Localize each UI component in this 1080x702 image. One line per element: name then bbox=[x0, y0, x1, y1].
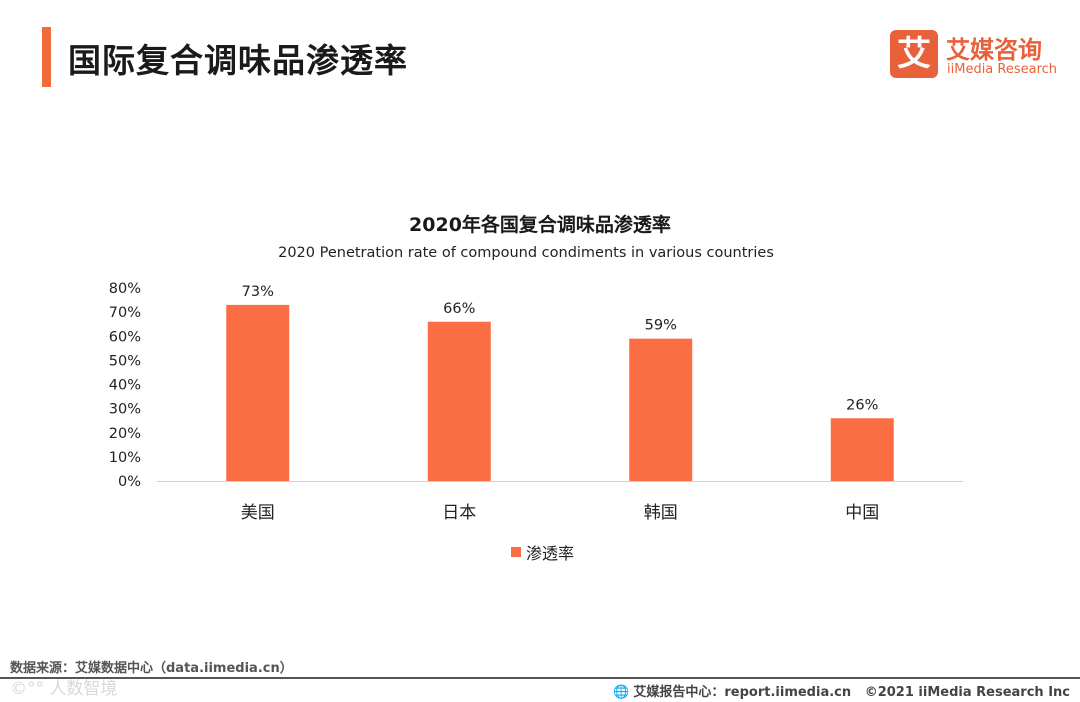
chart-title: 2020年各国复合调味品渗透率 bbox=[409, 214, 671, 236]
data-source: 数据来源：艾媒数据中心（data.iimedia.cn） bbox=[10, 661, 293, 676]
legend-label: 渗透率 bbox=[526, 544, 575, 563]
bar bbox=[830, 418, 894, 481]
data-label: 66% bbox=[443, 301, 475, 317]
x-tick-label: 美国 bbox=[241, 503, 275, 523]
x-tick-label: 日本 bbox=[442, 503, 476, 523]
report-center-link[interactable]: 艾媒报告中心：report.iimedia.cn bbox=[633, 685, 852, 700]
y-tick-label: 60% bbox=[109, 329, 141, 345]
globe-icon: 🌐 bbox=[613, 685, 630, 700]
brand-logo: 艾 艾媒咨询 iiMedia Research bbox=[890, 30, 1060, 82]
x-tick-label: 中国 bbox=[845, 503, 879, 523]
x-tick-label: 韩国 bbox=[644, 503, 678, 523]
data-label: 59% bbox=[645, 318, 677, 334]
page-title: 国际复合调味品渗透率 bbox=[68, 41, 408, 80]
y-tick-label: 80% bbox=[109, 281, 141, 297]
y-tick-label: 50% bbox=[109, 353, 141, 369]
logo-mark: 艾 bbox=[890, 30, 938, 78]
bar bbox=[629, 338, 693, 481]
chart-subtitle: 2020 Penetration rate of compound condim… bbox=[278, 245, 774, 261]
y-tick-label: 30% bbox=[109, 402, 141, 418]
bar bbox=[226, 304, 290, 481]
copyright: ©2021 iiMedia Research Inc bbox=[864, 685, 1070, 700]
y-tick-label: 20% bbox=[109, 426, 141, 442]
watermark: ©⁠°° 人数智境 bbox=[10, 679, 118, 699]
data-label: 26% bbox=[846, 397, 878, 413]
y-tick-label: 0% bbox=[118, 474, 141, 490]
legend-swatch bbox=[511, 547, 521, 557]
y-tick-label: 10% bbox=[109, 450, 141, 466]
footer-right: 🌐 艾媒报告中心：report.iimedia.cn ©2021 iiMedia … bbox=[613, 681, 1070, 700]
logo-en-text: iiMedia Research bbox=[947, 62, 1058, 77]
footer-divider bbox=[0, 677, 1080, 679]
y-tick-label: 70% bbox=[109, 305, 141, 321]
logo-cn-text: 艾媒咨询 bbox=[946, 36, 1042, 64]
title-accent-bar bbox=[42, 27, 51, 87]
bar bbox=[427, 321, 491, 481]
chart-legend: 渗透率 bbox=[511, 540, 574, 564]
data-label: 73% bbox=[242, 284, 274, 300]
y-tick-label: 40% bbox=[109, 378, 141, 394]
